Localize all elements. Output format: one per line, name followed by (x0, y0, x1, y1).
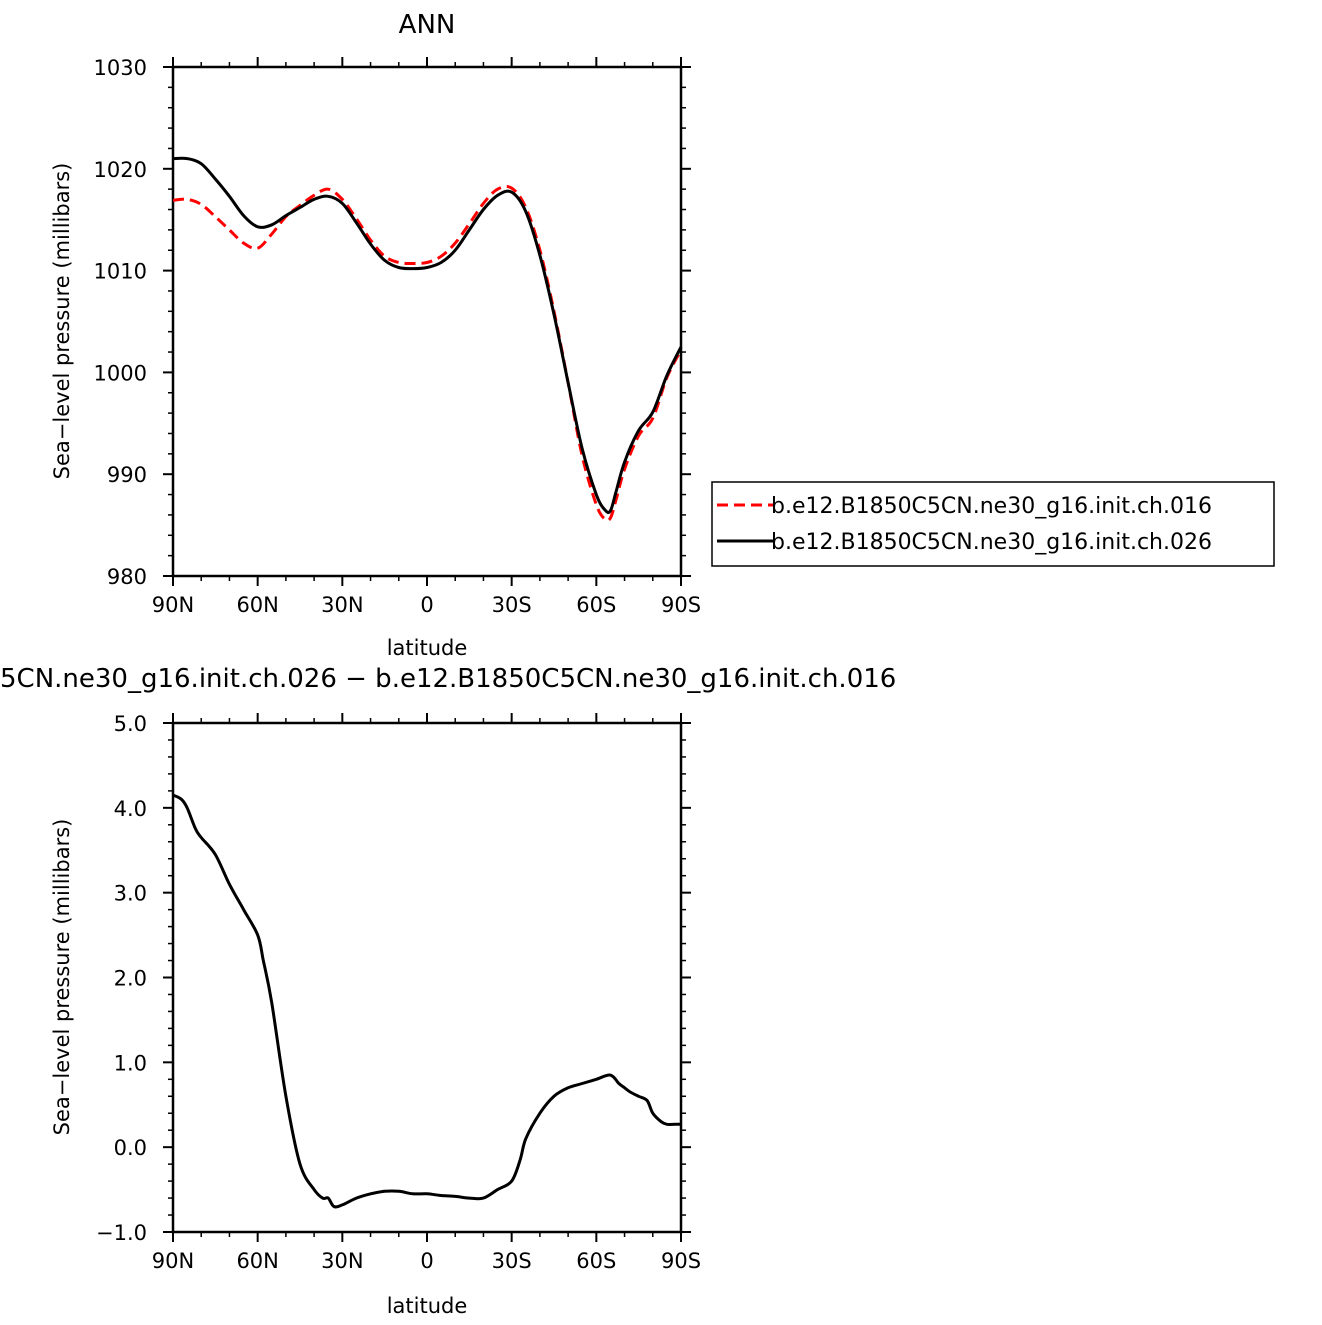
top-x-tick-label: 60S (576, 593, 616, 617)
top-panel: ANN latitude Sea−level pressure (milliba… (50, 10, 1275, 660)
top-x-tick-label: 0 (420, 593, 433, 617)
bottom-y-tick-label: −1.0 (96, 1221, 147, 1245)
top-axes: 90N 60N 30N 0 30S 60S 90S 980 990 1000 1010 1020 103… (94, 56, 701, 617)
bottom-plot-frame (171, 721, 683, 1234)
bottom-series-group (172, 793, 681, 1209)
top-plot-frame (171, 65, 683, 578)
top-series-line-1 (172, 156, 683, 515)
top-x-axis-label: latitude (387, 636, 468, 660)
bottom-y-tick-label: 0.0 (114, 1136, 147, 1160)
top-y-tick-label: 1000 (94, 361, 147, 385)
top-series-group (172, 156, 683, 523)
bottom-axes: 90N 60N 30N 0 30S 60S 90S −1.0 0.0 1.0 2.0 3.0 4.0 5.… (96, 712, 701, 1273)
top-x-tick-label: 90S (661, 593, 701, 617)
bottom-x-tick-label: 30S (492, 1249, 532, 1273)
top-y-tick-label: 1010 (94, 260, 147, 284)
bottom-y-axis-label: Sea−level pressure (millibars) (50, 819, 74, 1136)
top-y-axis-label: Sea−level pressure (millibars) (50, 163, 74, 480)
bottom-y-tick-label: 5.0 (114, 712, 147, 736)
top-y-tick-label: 980 (107, 565, 147, 589)
top-x-tick-label: 30N (321, 593, 363, 617)
bottom-y-tick-label: 2.0 (114, 967, 147, 991)
bottom-panel: 5CN.ne30_g16.init.ch.026 − b.e12.B1850C5… (0, 664, 896, 1318)
bottom-x-axis-label: latitude (387, 1294, 468, 1318)
bottom-y-tick-label: 1.0 (114, 1051, 147, 1075)
bottom-x-tick-label: 90S (661, 1249, 701, 1273)
legend-box (711, 481, 1275, 567)
legend-label-ch016: b.e12.B1850C5CN.ne30_g16.init.ch.016 (771, 494, 1212, 519)
bottom-series-line-0 (172, 793, 681, 1209)
bottom-chart-title: 5CN.ne30_g16.init.ch.026 − b.e12.B1850C5… (0, 664, 896, 694)
bottom-x-tick-label: 30N (321, 1249, 363, 1273)
top-x-tick-label: 30S (492, 593, 532, 617)
bottom-y-tick-label: 3.0 (114, 882, 147, 906)
bottom-x-tick-label: 0 (420, 1249, 433, 1273)
top-y-tick-label: 1030 (94, 56, 147, 80)
bottom-x-tick-label: 90N (152, 1249, 194, 1273)
top-y-tick-label: 1020 (94, 158, 147, 182)
top-y-tick-label: 990 (107, 463, 147, 487)
top-x-tick-label: 90N (152, 593, 194, 617)
bottom-y-tick-label: 4.0 (114, 797, 147, 821)
top-chart-title: ANN (399, 10, 456, 40)
top-series-line-0 (172, 184, 683, 523)
legend-label-ch026: b.e12.B1850C5CN.ne30_g16.init.ch.026 (771, 530, 1212, 555)
bottom-x-tick-label: 60N (236, 1249, 278, 1273)
top-x-tick-label: 60N (236, 593, 278, 617)
legend: b.e12.B1850C5CN.ne30_g16.init.ch.016 b.e… (711, 481, 1275, 567)
bottom-x-tick-label: 60S (576, 1249, 616, 1273)
